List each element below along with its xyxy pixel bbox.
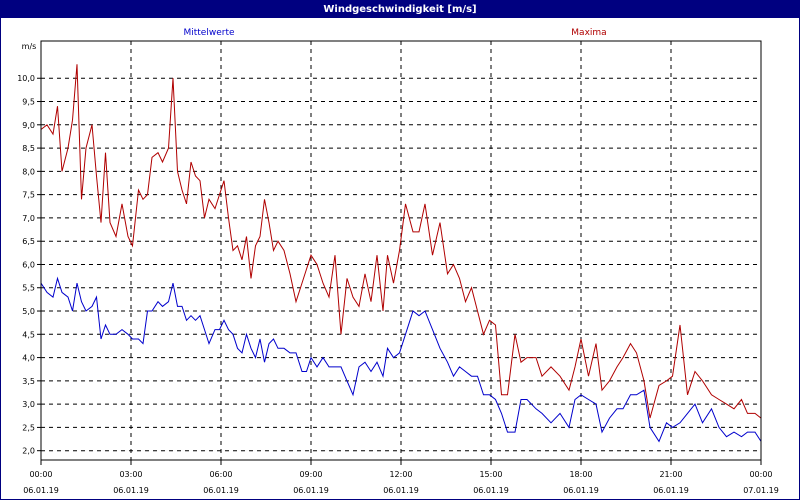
y-axis-unit: m/s — [22, 42, 37, 51]
y-tick-label: 10,0 — [17, 74, 35, 83]
y-tick-label: 2,5 — [22, 423, 35, 432]
y-tick-label: 7,5 — [22, 191, 35, 200]
x-tick-time: 15:00 — [479, 470, 502, 479]
y-tick-label: 4,5 — [22, 330, 35, 339]
x-tick-date: 06.01.19 — [203, 486, 239, 495]
y-tick-label: 3,5 — [22, 377, 35, 386]
x-tick-date: 07.01.19 — [743, 486, 779, 495]
y-tick-label: 6,5 — [22, 237, 35, 246]
y-tick-label: 3,0 — [22, 400, 35, 409]
y-tick-label: 9,5 — [22, 98, 35, 107]
plot-frame — [40, 40, 762, 461]
x-tick-time: 00:00 — [29, 470, 52, 479]
x-tick-time: 12:00 — [389, 470, 412, 479]
y-tick-label: 8,5 — [22, 144, 35, 153]
y-tick-label: 2,0 — [22, 447, 35, 456]
x-tick-time: 09:00 — [299, 470, 322, 479]
x-tick-time: 21:00 — [659, 470, 682, 479]
y-tick-label: 7,0 — [22, 214, 35, 223]
legend-maxima: Maxima — [571, 28, 606, 38]
x-tick-date: 06.01.19 — [383, 486, 419, 495]
grid-layer — [41, 41, 761, 460]
x-tick-date: 06.01.19 — [653, 486, 689, 495]
y-tick-label: 6,0 — [22, 260, 35, 269]
x-tick-date: 06.01.19 — [563, 486, 599, 495]
x-tick-time: 18:00 — [569, 470, 592, 479]
y-tick-label: 9,0 — [22, 121, 35, 130]
tick-layer: 2,0 2,5 3,0 3,5 4,0 4,5 5,0 5,5 6,0 6,5 7,0 7,5 8,0 8… — [17, 74, 779, 495]
series-layer — [40, 64, 762, 443]
x-tick-time: 06:00 — [209, 470, 232, 479]
x-tick-time: 00:00 — [749, 470, 772, 479]
y-tick-label: 8,0 — [22, 167, 35, 176]
series-line-mittelwerte — [40, 276, 762, 443]
y-tick-label: 5,0 — [22, 307, 35, 316]
x-tick-date: 06.01.19 — [23, 486, 59, 495]
window-title: Windgeschwindigkeit [m/s] — [1, 1, 799, 18]
series-line-maxima — [40, 64, 762, 419]
legend-mittelwerte: Mittelwerte — [183, 28, 234, 38]
x-tick-time: 03:00 — [119, 470, 142, 479]
y-tick-label: 5,5 — [22, 284, 35, 293]
x-tick-date: 06.01.19 — [293, 486, 329, 495]
x-tick-date: 06.01.19 — [473, 486, 509, 495]
y-tick-label: 4,0 — [22, 354, 35, 363]
x-tick-date: 06.01.19 — [113, 486, 149, 495]
